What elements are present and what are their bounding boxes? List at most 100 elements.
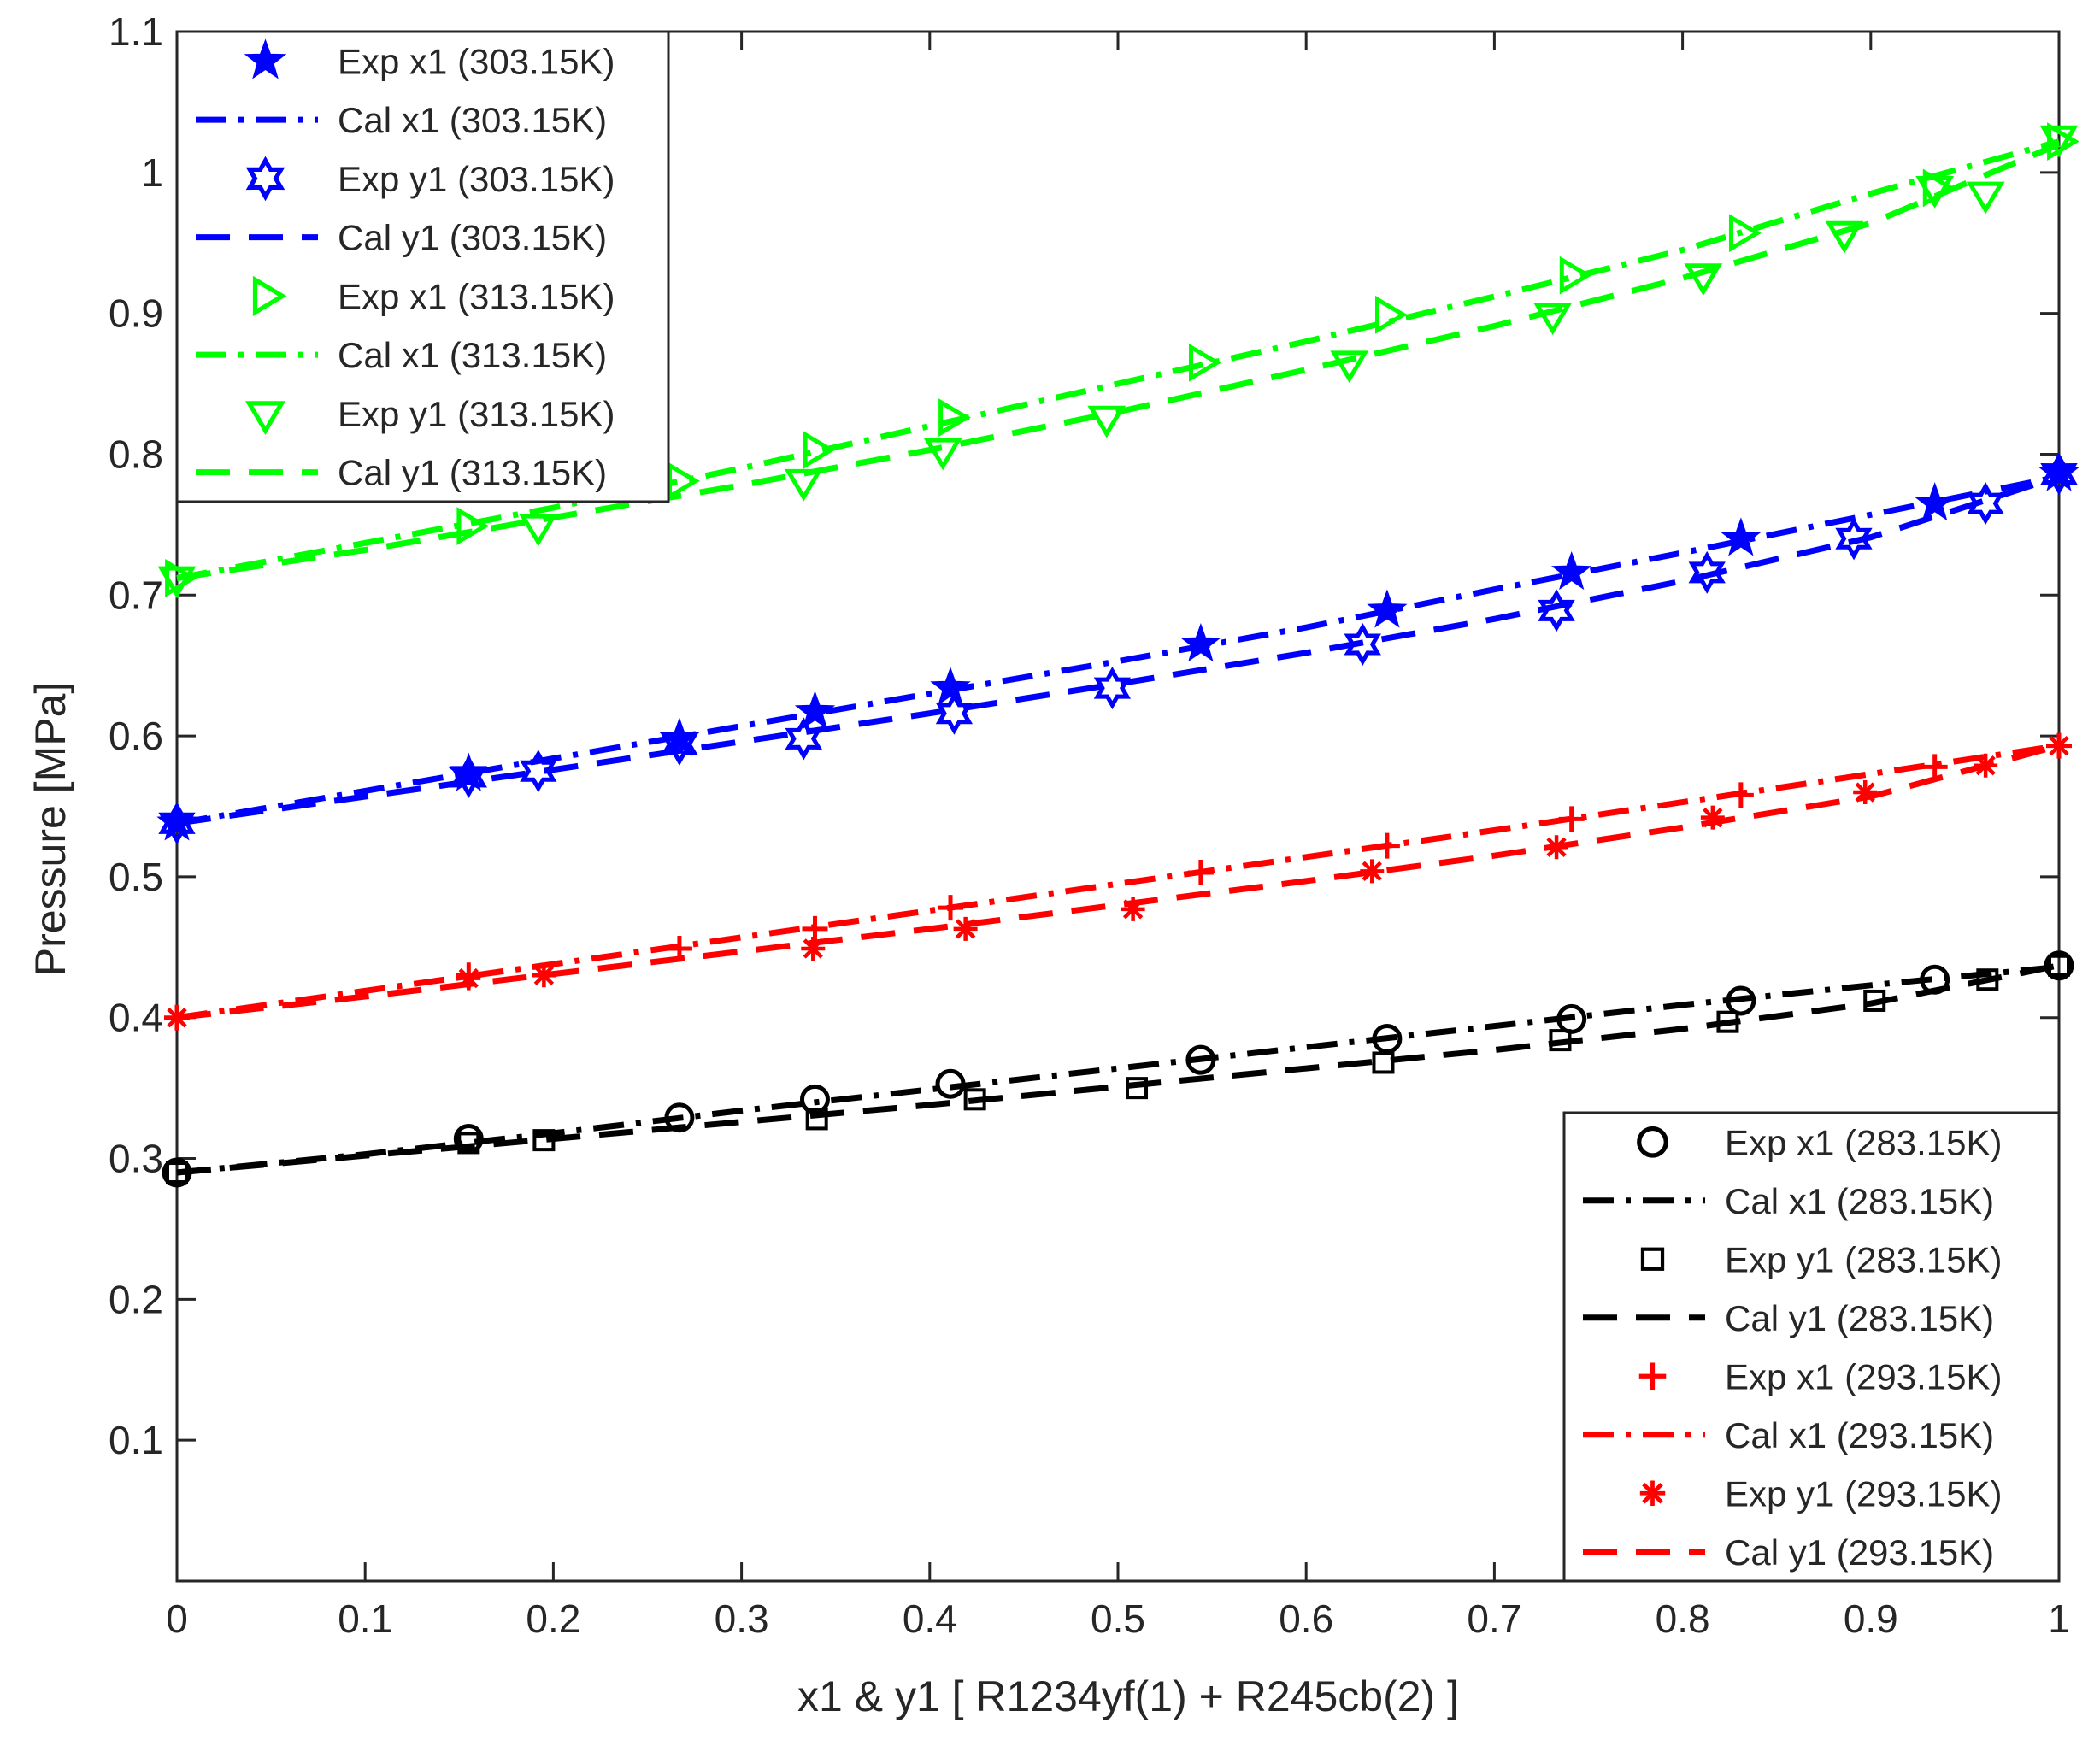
- data-point: [1716, 1010, 1739, 1033]
- data-point: [244, 38, 287, 79]
- x-tick-label: 0.2: [526, 1596, 580, 1641]
- data-point: [532, 963, 556, 988]
- data-point: [1187, 859, 1214, 885]
- y-tick-label: 0.6: [109, 714, 163, 758]
- legend-label: Cal y1 (293.15K): [1725, 1532, 1994, 1573]
- data-point: [794, 691, 836, 730]
- data-point: [1558, 806, 1585, 832]
- data-point: [1185, 1044, 1216, 1075]
- y-tick-label: 0.5: [109, 855, 163, 899]
- x-tick-label: 0.7: [1467, 1596, 1521, 1641]
- data-point: [784, 468, 823, 502]
- data-point: [1372, 1051, 1395, 1074]
- legend-label: Exp x1 (293.15K): [1725, 1356, 2003, 1396]
- data-point: [532, 1129, 556, 1152]
- data-point: [1367, 589, 1408, 628]
- legend-top-left: Exp x1 (303.15K) Cal x1 (303.15K) Exp y1 (…: [175, 30, 670, 503]
- data-point: [1556, 1003, 1587, 1034]
- y-tick-label: 0.2: [109, 1277, 163, 1321]
- data-point: [1915, 176, 1955, 209]
- legend-entry: Exp x1 (313.15K): [252, 275, 615, 316]
- x-tick-label: 1: [2048, 1596, 2070, 1641]
- y-tick-label: 1.1: [109, 9, 163, 54]
- data-point: [785, 717, 822, 761]
- legend-entry: Cal y1 (283.15K): [1583, 1298, 1994, 1338]
- data-point: [1121, 897, 1145, 921]
- legend-entry: Cal y1 (313.15K): [196, 453, 607, 493]
- data-point: [1533, 303, 1573, 336]
- data-point: [1976, 968, 1999, 991]
- data-point: [1684, 263, 1723, 297]
- legend-entry: Exp x1 (293.15K): [1638, 1356, 2003, 1396]
- data-point: [2048, 954, 2070, 977]
- y-tick-label: 0.8: [109, 432, 163, 476]
- data-point: [1374, 295, 1408, 334]
- legend-label: Exp x1 (303.15K): [338, 41, 615, 81]
- series-line: [176, 743, 2060, 1021]
- data-point: [1835, 517, 1873, 561]
- x-tick-label: 0.8: [1656, 1596, 1710, 1641]
- data-point: [1549, 1029, 1572, 1052]
- y-tick-label: 1: [141, 150, 163, 195]
- legend-label: Exp x1 (283.15K): [1725, 1122, 2003, 1162]
- data-point: [456, 966, 481, 991]
- data-point: [1180, 623, 1221, 662]
- data-point: [1372, 1023, 1403, 1054]
- data-point: [1344, 622, 1381, 667]
- data-point: [1700, 805, 1725, 830]
- legend-entry: Cal x1 (303.15K): [196, 100, 607, 140]
- data-point: [935, 1068, 966, 1099]
- data-point: [1727, 782, 1754, 808]
- legend-label: Exp y1 (303.15K): [338, 159, 615, 199]
- data-point: [1559, 256, 1592, 295]
- data-point: [456, 507, 490, 545]
- data-point: [1921, 754, 1948, 780]
- data-point: [1360, 859, 1385, 884]
- data-point: [450, 755, 487, 798]
- plot-series: [156, 122, 2079, 1188]
- data-point: [1544, 835, 1569, 860]
- data-point: [245, 156, 285, 202]
- y-tick-label: 0.9: [109, 291, 163, 336]
- x-tick-label: 0: [166, 1596, 188, 1641]
- legend-entry: Exp y1 (283.15K): [1640, 1239, 2003, 1279]
- data-point: [520, 750, 557, 793]
- legend-entry: Cal y1 (303.15K): [196, 218, 607, 258]
- x-tick-label: 0.1: [338, 1596, 392, 1641]
- x-tick-label: 0.4: [903, 1596, 957, 1641]
- data-point: [930, 667, 971, 706]
- data-point: [1914, 482, 1956, 521]
- data-point: [157, 566, 197, 599]
- series-cal-x1-313-15k-: [176, 138, 2060, 581]
- series-exp-x1-283-15k-: [162, 950, 2074, 1188]
- y-tick-label: 0.4: [109, 996, 163, 1040]
- data-point: [2040, 452, 2078, 496]
- data-point: [1721, 517, 1762, 556]
- data-point: [801, 936, 826, 961]
- legend-label: Cal y1 (303.15K): [338, 218, 607, 258]
- data-point: [1974, 753, 1998, 778]
- legend-label: Cal x1 (303.15K): [338, 100, 607, 140]
- data-point: [1126, 1077, 1149, 1100]
- series-exp-x1-303-15k-: [156, 452, 2079, 841]
- data-point: [2044, 950, 2074, 981]
- series-cal-x1-293-15k-: [176, 743, 2060, 1021]
- data-point: [668, 462, 700, 501]
- data-point: [252, 275, 287, 316]
- data-point: [1087, 405, 1126, 438]
- y-tick-label: 0.7: [109, 573, 163, 617]
- y-tick-label: 0.1: [109, 1418, 163, 1462]
- legend-label: Cal y1 (313.15K): [338, 453, 607, 493]
- data-point: [923, 438, 962, 471]
- legends: Exp x1 (303.15K) Cal x1 (303.15K) Exp y1 (…: [175, 30, 2061, 1583]
- series-line: [176, 963, 2060, 1176]
- data-point: [165, 1005, 189, 1030]
- data-point: [661, 722, 698, 767]
- legend-entry: Exp y1 (303.15K): [245, 156, 615, 202]
- data-point: [1638, 1362, 1667, 1390]
- data-point: [1374, 832, 1400, 859]
- data-point: [1640, 1247, 1665, 1271]
- legend-label: Cal y1 (283.15K): [1725, 1298, 1994, 1338]
- data-point: [953, 916, 978, 941]
